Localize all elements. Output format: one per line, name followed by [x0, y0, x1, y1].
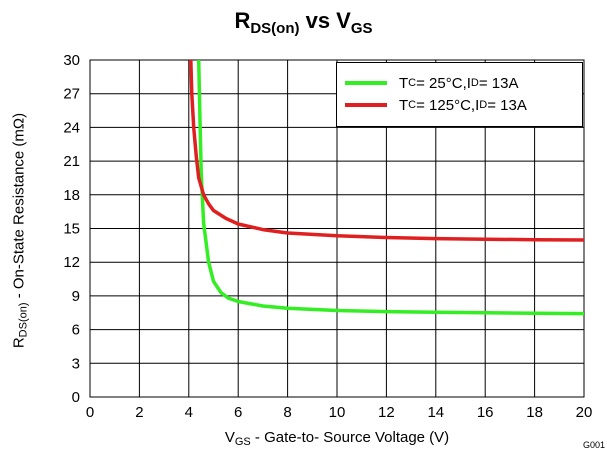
y-tick-label: 24 [63, 119, 80, 136]
series-line-25c [196, 59, 585, 316]
series-lines [189, 59, 585, 316]
y-axis-ticks: 0 3 6 9 12 15 18 21 24 27 30 [63, 52, 80, 406]
x-tick-label: 14 [427, 404, 444, 421]
x-tick-label: 8 [283, 404, 291, 421]
plot-area-border [89, 59, 585, 398]
x-tick-label: 10 [329, 404, 346, 421]
y-tick-label: 21 [63, 153, 80, 170]
x-tick-label: 2 [135, 404, 143, 421]
figure-code: G001 [582, 440, 605, 450]
y-tick-label: 27 [63, 86, 80, 103]
x-tick-label: 0 [86, 404, 94, 421]
x-tick-label: 4 [185, 404, 193, 421]
x-tick-label: 12 [378, 404, 395, 421]
series-line-125c [189, 59, 585, 242]
y-tick-label: 12 [63, 254, 80, 271]
x-tick-label: 18 [526, 404, 543, 421]
x-tick-label: 6 [234, 404, 242, 421]
x-axis-label: VGS - Gate-to- Source Voltage (V) [224, 429, 450, 448]
y-tick-label: 30 [63, 52, 80, 69]
y-axis-label: RDS(on) - On-State Resistance (mΩ) [10, 112, 30, 349]
y-tick-label: 0 [72, 389, 80, 406]
x-axis-ticks: 0 2 4 6 8 10 12 14 16 18 20 [86, 404, 593, 421]
y-tick-label: 6 [72, 322, 80, 339]
legend-swatch-25c [345, 81, 387, 85]
y-tick-label: 3 [72, 355, 80, 372]
chart-title: RDS(on) vs VGS [234, 8, 373, 37]
legend-swatch-125c [345, 103, 387, 107]
x-tick-label: 20 [576, 404, 593, 421]
y-tick-label: 15 [63, 221, 80, 238]
x-tick-label: 16 [477, 404, 494, 421]
y-tick-label: 18 [63, 187, 80, 204]
y-tick-label: 9 [72, 288, 80, 305]
